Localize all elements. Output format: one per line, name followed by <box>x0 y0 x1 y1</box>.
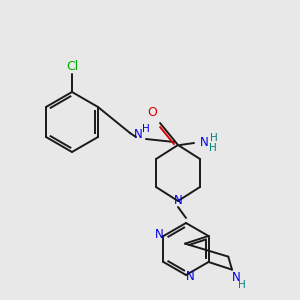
Text: N: N <box>186 271 194 284</box>
Text: N: N <box>134 128 142 142</box>
Text: O: O <box>147 106 157 119</box>
Text: H: H <box>210 133 218 143</box>
Text: N: N <box>174 194 182 208</box>
Text: Cl: Cl <box>66 61 78 74</box>
Text: N: N <box>155 227 164 241</box>
Text: H: H <box>142 124 150 134</box>
Text: N: N <box>232 271 240 284</box>
Text: H: H <box>209 143 217 153</box>
Text: H: H <box>238 280 246 290</box>
Text: N: N <box>200 136 208 149</box>
